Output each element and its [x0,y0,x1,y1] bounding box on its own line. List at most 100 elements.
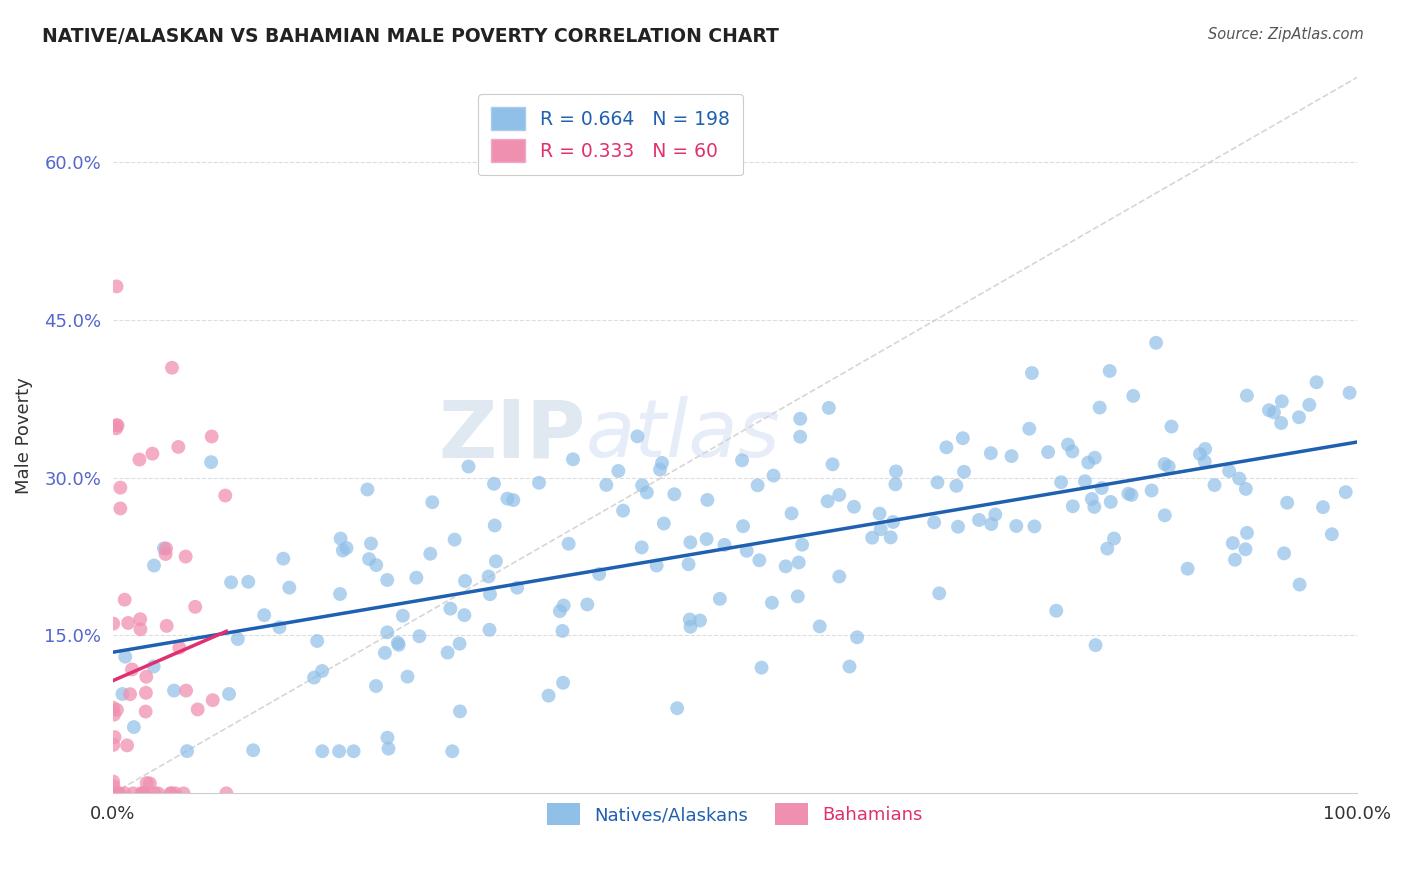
Point [945,479,967,493]
Point [1024,519,1046,533]
Point [160,360,183,375]
Point [551,675,574,690]
Point [612,503,634,517]
Point [1236,525,1258,540]
Point [143,786,166,800]
Point [1005,519,1028,533]
Point [860,531,883,545]
Point [636,485,658,500]
Point [156,619,179,633]
Point [817,494,839,508]
Point [1305,376,1327,390]
Point [553,599,575,613]
Point [219,575,242,590]
Point [1099,495,1122,509]
Point [105,421,128,435]
Point [141,447,163,461]
Point [1074,474,1097,488]
Point [454,574,477,588]
Point [377,731,399,745]
Point [588,567,610,582]
Point [214,489,236,503]
Point [537,689,560,703]
Point [762,468,785,483]
Point [118,687,141,701]
Point [226,632,249,646]
Point [159,786,181,800]
Point [1097,541,1119,556]
Point [311,744,333,758]
Point [1102,532,1125,546]
Point [792,538,814,552]
Text: ZIP: ZIP [439,396,586,475]
Point [557,537,579,551]
Point [408,629,430,643]
Point [117,615,139,630]
Point [329,587,352,601]
Point [396,670,419,684]
Point [439,601,461,615]
Point [1223,553,1246,567]
Point [103,707,125,722]
Point [388,638,411,652]
Point [329,532,352,546]
Point [129,622,152,636]
Point [132,786,155,800]
Point [218,687,240,701]
Point [1194,442,1216,456]
Point [869,522,891,536]
Point [449,705,471,719]
Point [1084,450,1107,465]
Point [114,786,136,800]
Point [946,520,969,534]
Point [1236,388,1258,402]
Point [842,500,865,514]
Point [478,623,501,637]
Point [364,679,387,693]
Point [441,744,464,758]
Point [1098,364,1121,378]
Point [135,776,157,790]
Point [1234,482,1257,496]
Point [1091,481,1114,495]
Point [828,569,851,583]
Point [122,786,145,800]
Point [927,475,949,490]
Point [709,591,731,606]
Point [169,640,191,655]
Point [631,478,654,492]
Point [238,574,260,589]
Point [678,558,700,572]
Point [780,507,803,521]
Point [789,430,811,444]
Point [1234,542,1257,557]
Point [1153,508,1175,523]
Point [176,744,198,758]
Point [479,587,502,601]
Point [103,780,125,794]
Point [1320,527,1343,541]
Point [679,535,702,549]
Point [1045,604,1067,618]
Point [731,453,754,467]
Point [502,493,524,508]
Point [332,543,354,558]
Point [884,465,907,479]
Point [111,687,134,701]
Point [879,530,901,544]
Point [607,464,630,478]
Point [679,612,702,626]
Point [167,440,190,454]
Point [391,608,413,623]
Point [1339,385,1361,400]
Point [374,646,396,660]
Point [818,401,841,415]
Point [103,774,125,789]
Point [200,455,222,469]
Point [1084,638,1107,652]
Point [134,786,156,800]
Point [342,744,364,758]
Point [980,446,1002,460]
Point [733,519,755,533]
Point [103,616,125,631]
